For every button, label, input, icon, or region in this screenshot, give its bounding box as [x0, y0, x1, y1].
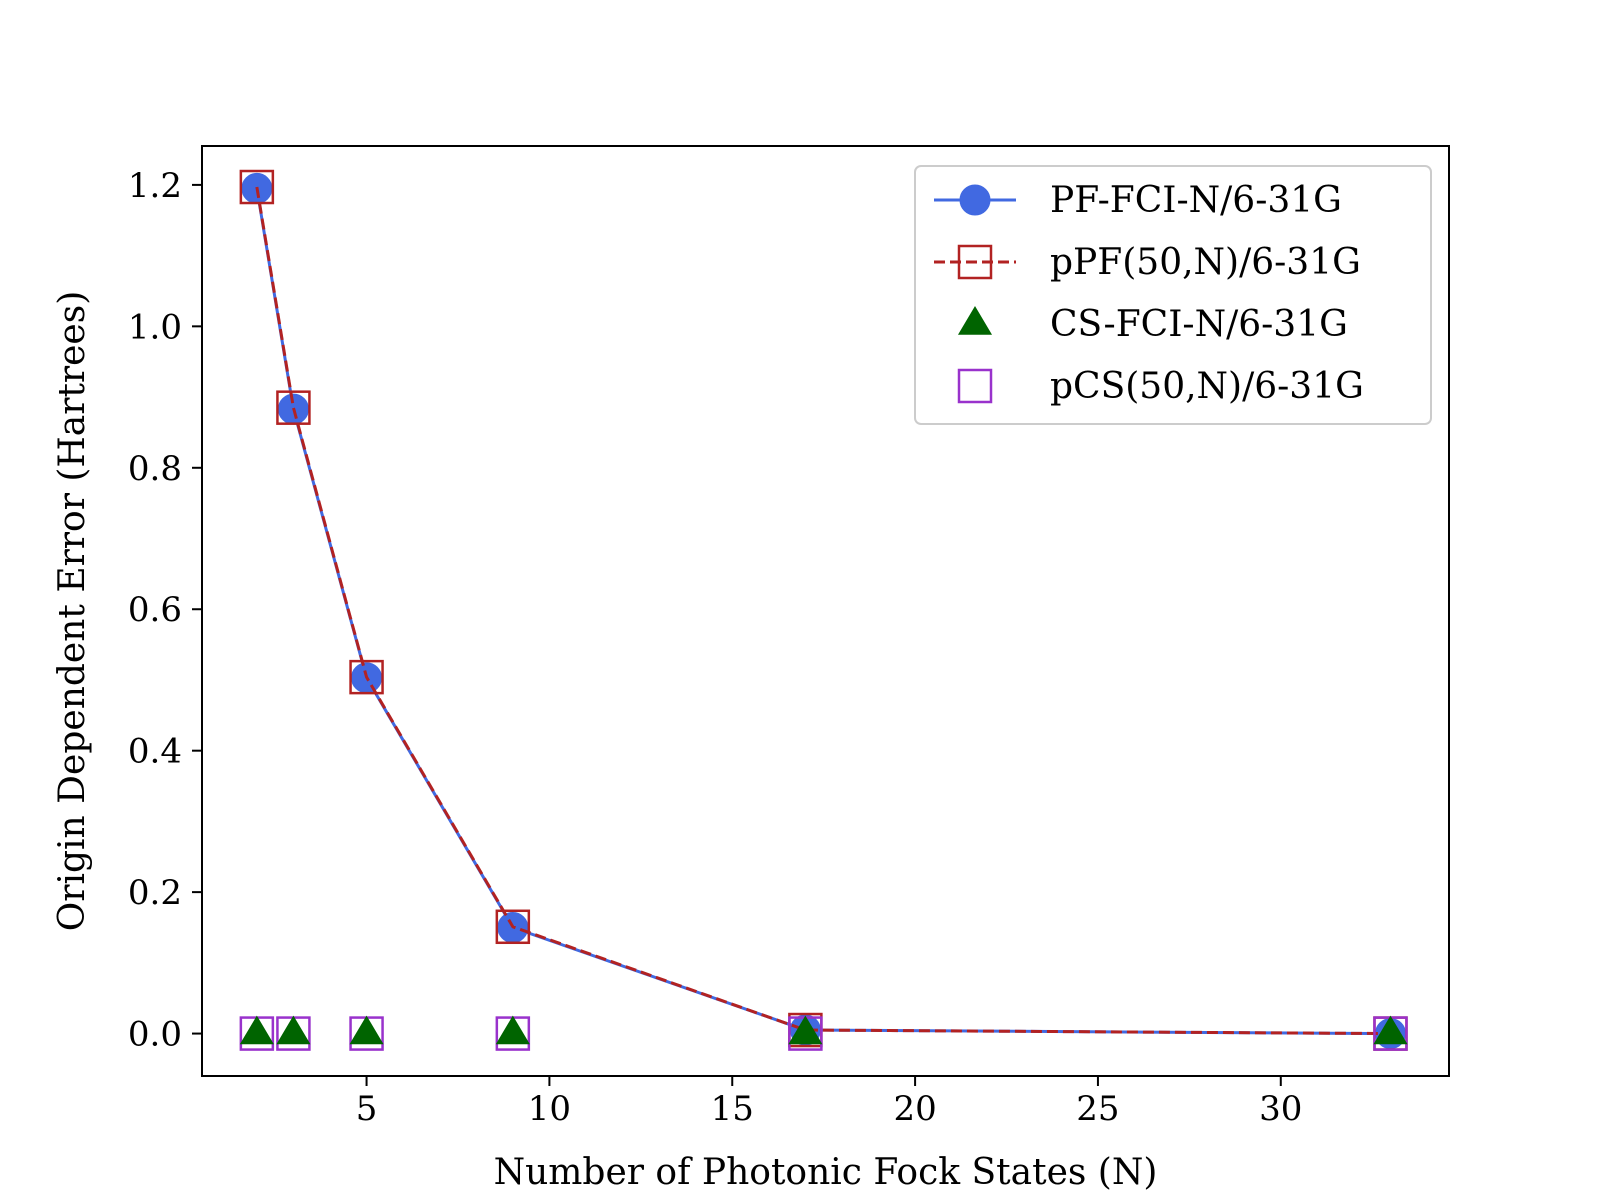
y-tick-label: 0.6	[128, 590, 182, 630]
x-tick-label: 25	[1076, 1089, 1119, 1129]
x-tick-label: 30	[1259, 1089, 1302, 1129]
legend: PF-FCI-N/6-31G pPF(50,N)/6-31G CS-FCI-N/6-…	[914, 165, 1432, 425]
x-tick-label: 20	[893, 1089, 936, 1129]
data-point-cs-fci-n-6-31g	[349, 1015, 384, 1045]
data-point-cs-fci-n-6-31g	[495, 1015, 530, 1045]
legend-item-ppf-50-n-6-31g: pPF(50,N)/6-31G	[934, 242, 1361, 283]
data-point-cs-fci-n-6-31g	[788, 1015, 823, 1045]
y-tick-label: 0.4	[128, 732, 182, 772]
plot-frame	[201, 145, 1450, 1077]
y-tick-label: 1.0	[128, 307, 182, 347]
legend-label-pcs-50-n-6-31g: pCS(50,N)/6-31G	[1050, 366, 1364, 407]
x-tick-label: 10	[528, 1089, 571, 1129]
legend-label-cs-fci-n-6-31g: CS-FCI-N/6-31G	[1050, 304, 1348, 345]
y-axis-ticks: 0.0 0.2 0.4 0.6 0.8 1.0 1.2	[128, 166, 202, 1055]
data-point-cs-fci-n-6-31g	[239, 1015, 274, 1045]
legend-box	[914, 165, 1432, 425]
data-point-cs-fci-n-6-31g	[1373, 1015, 1408, 1045]
legend-label-ppf-50-n-6-31g: pPF(50,N)/6-31G	[1050, 242, 1361, 283]
data-point-ppf-50-n-6-31g	[276, 390, 311, 425]
legend-marker-pcs-50-n-6-31g	[957, 368, 993, 404]
y-axis-label: Origin Dependent Error (Hartrees)	[52, 291, 93, 932]
series-line-ppf-50-n-6-31g	[255, 186, 1391, 1036]
x-axis-ticks: 5 10 15 20 25 30	[356, 1076, 1302, 1129]
x-axis-label: Number of Photonic Fock States (N)	[494, 1152, 1158, 1193]
data-point-ppf-50-n-6-31g	[495, 909, 531, 945]
x-tick-label: 15	[711, 1089, 754, 1129]
y-tick-label: 0.0	[128, 1015, 182, 1055]
y-tick-label: 0.2	[128, 873, 182, 913]
data-point-ppf-50-n-6-31g	[239, 169, 275, 205]
series-ppf-50-n-6-31g	[239, 169, 1408, 1051]
data-point-cs-fci-n-6-31g	[276, 1015, 311, 1045]
y-tick-label: 1.2	[128, 166, 182, 206]
legend-marker-cs-fci-n-6-31g	[957, 306, 993, 335]
series-cs-fci-n-6-31g	[239, 1015, 1408, 1045]
x-tick-label: 5	[356, 1089, 378, 1129]
series-layer	[239, 169, 1408, 1051]
legend-item-cs-fci-n-6-31g: CS-FCI-N/6-31G	[957, 304, 1348, 345]
data-point-ppf-50-n-6-31g	[349, 659, 384, 695]
legend-marker-ppf-50-n-6-31g	[957, 244, 993, 280]
legend-item-pf-fci-n-6-31g: PF-FCI-N/6-31G	[934, 180, 1342, 221]
y-tick-label: 0.8	[128, 449, 182, 489]
legend-label-pf-fci-n-6-31g: PF-FCI-N/6-31G	[1050, 180, 1342, 221]
legend-item-pcs-50-n-6-31g: pCS(50,N)/6-31G	[957, 366, 1364, 407]
legend-marker-pf-fci-n-6-31g	[959, 184, 991, 216]
